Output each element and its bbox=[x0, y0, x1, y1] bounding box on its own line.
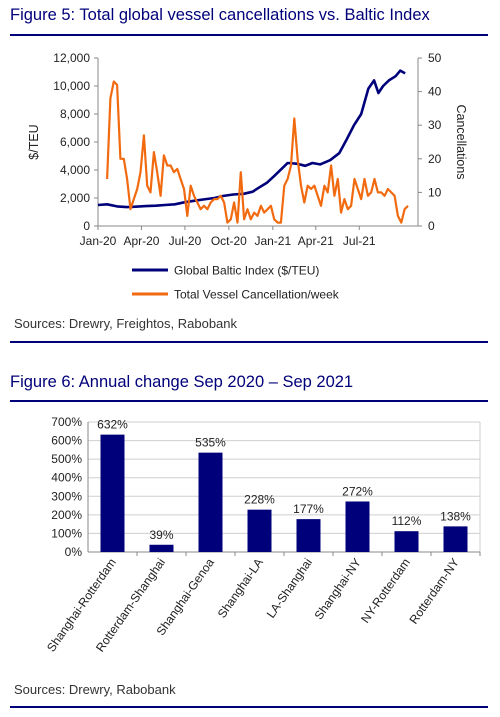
baltic-index-line bbox=[97, 69, 406, 209]
figure5-chart: 0 2,000 4,000 6,000 8,000 10,000 12,000 0 10 20 30… bbox=[27, 51, 468, 302]
category-label: LA-Shanghai bbox=[264, 556, 315, 621]
bar-la-shanghai bbox=[296, 519, 321, 552]
legend-label: Total Vessel Cancellation/week bbox=[174, 288, 340, 302]
left-tick-label: 10,000 bbox=[53, 79, 90, 93]
y-tick-label: 700% bbox=[51, 415, 82, 429]
data-label: 39% bbox=[149, 528, 173, 542]
x-tick-label: Jan-21 bbox=[254, 234, 291, 248]
x-tick-label: Jul-20 bbox=[169, 234, 202, 248]
y-axis-title: $/TEU bbox=[27, 124, 41, 159]
left-tick-label: 4,000 bbox=[60, 163, 90, 177]
y-tick-label: 600% bbox=[51, 434, 82, 448]
data-label: 228% bbox=[244, 493, 275, 507]
bar-rotterdam-ny bbox=[443, 526, 468, 552]
left-tick-label: 2,000 bbox=[60, 191, 90, 205]
y-tick-label: 500% bbox=[51, 452, 82, 466]
x-tick-label: Jul-21 bbox=[343, 234, 376, 248]
x-tick-label: Apr-20 bbox=[123, 234, 159, 248]
left-tick-label: 12,000 bbox=[53, 51, 90, 65]
figure5-source: Sources: Drewry, Freightos, Rabobank bbox=[14, 316, 238, 331]
data-label: 272% bbox=[342, 484, 373, 498]
data-label: 138% bbox=[440, 509, 471, 523]
left-tick-label: 8,000 bbox=[60, 107, 90, 121]
data-label: 112% bbox=[392, 514, 422, 528]
y-tick-label: 200% bbox=[51, 508, 82, 522]
category-label: NY-Rotterdam bbox=[358, 556, 413, 626]
cancellations-line bbox=[106, 80, 409, 224]
figure6-chart: 0% 100% 200% 300% 400% 500% 600% 700% 632% Shangh… bbox=[44, 415, 481, 654]
bar-shanghai-genoa bbox=[198, 452, 223, 552]
category-label: Shanghai-NY bbox=[312, 556, 364, 623]
bar-rotterdam-shanghai bbox=[149, 544, 174, 552]
legend-label: Global Baltic Index ($/TEU) bbox=[174, 264, 319, 278]
category-label: Shanghai-LA bbox=[215, 556, 266, 621]
figure6-title: Figure 6: Annual change Sep 2020 – Sep 2… bbox=[10, 373, 354, 391]
figure6-source: Sources: Drewry, Rabobank bbox=[14, 682, 176, 697]
x-tick-label: Apr-21 bbox=[298, 234, 334, 248]
bar-shanghai-ny bbox=[345, 501, 370, 552]
y-tick-label: 400% bbox=[51, 471, 82, 485]
category-label: Rotterdam-NY bbox=[407, 556, 462, 627]
figure6-bottom-rule bbox=[10, 706, 488, 708]
figure6-top-rule bbox=[10, 400, 488, 402]
right-tick-label: 20 bbox=[428, 152, 442, 166]
right-tick-label: 10 bbox=[428, 185, 442, 199]
data-label: 177% bbox=[293, 502, 324, 516]
y2-axis-title: Cancellations bbox=[454, 104, 468, 179]
left-tick-label: 6,000 bbox=[60, 135, 90, 149]
right-tick-label: 40 bbox=[428, 85, 442, 99]
y-tick-label: 300% bbox=[51, 489, 82, 503]
x-tick-label: Jan-20 bbox=[80, 234, 117, 248]
bar-shanghai-la bbox=[247, 509, 272, 552]
figure5-top-rule bbox=[10, 34, 488, 36]
y-tick-label: 100% bbox=[51, 526, 82, 540]
x-tick-label: Oct-20 bbox=[211, 234, 247, 248]
right-tick-label: 0 bbox=[428, 219, 435, 233]
left-tick-label: 0 bbox=[83, 219, 90, 233]
figure5-title: Figure 5: Total global vessel cancellati… bbox=[10, 6, 430, 24]
y-tick-label: 0% bbox=[65, 545, 83, 559]
data-label: 535% bbox=[195, 436, 226, 450]
data-label: 632% bbox=[97, 418, 128, 432]
bar-ny-rotterdam bbox=[394, 531, 419, 552]
right-tick-label: 30 bbox=[428, 118, 442, 132]
bar-shanghai-rotterdam bbox=[100, 434, 125, 552]
figure5-bottom-rule bbox=[10, 341, 488, 343]
right-tick-label: 50 bbox=[428, 51, 442, 65]
